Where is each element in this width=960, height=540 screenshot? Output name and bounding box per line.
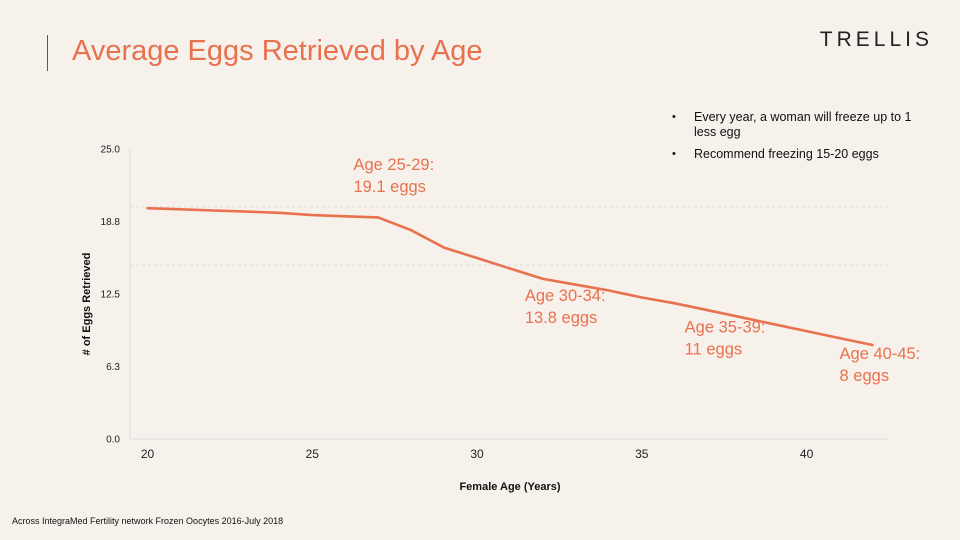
annotation-label-3: 8 eggs [840, 367, 890, 385]
x-tick-label: 40 [800, 447, 814, 461]
trellis-logo: TRELLIS [819, 28, 933, 51]
y-tick-label: 6.3 [106, 362, 120, 373]
source-footnote: Across IntegraMed Fertility network Froz… [12, 516, 284, 526]
slide-title: Average Eggs Retrieved by Age [72, 35, 483, 67]
y-tick-label: 18.8 [101, 217, 121, 228]
annotation-label-2: Age 35-39: [685, 318, 766, 336]
y-axis-title: # of Eggs Retrieved [81, 253, 93, 356]
x-tick-label: 20 [141, 447, 155, 461]
series-line-0 [146, 206, 874, 347]
x-axis-title: Female Age (Years) [459, 481, 560, 493]
annotation-label-2: 11 eggs [685, 340, 743, 358]
key-points-list: Every year, a woman will freeze up to 1 … [672, 110, 912, 169]
y-tick-label: 25.0 [101, 145, 121, 156]
x-tick-label: 35 [635, 447, 649, 461]
key-point-1: Every year, a woman will freeze up to 1 … [672, 110, 912, 140]
annotation-label-1: Age 30-34: [525, 287, 606, 305]
annotation-label-0: Age 25-29: [353, 156, 434, 174]
key-point-2: Recommend freezing 15-20 eggs [672, 147, 912, 162]
annotation-label-0: 19.1 eggs [353, 178, 425, 196]
annotation-label-1: 13.8 eggs [525, 309, 597, 327]
x-tick-label: 25 [306, 447, 320, 461]
y-tick-label: 0.0 [106, 435, 120, 446]
annotation-label-3: Age 40-45: [840, 345, 921, 363]
x-tick-label: 30 [470, 447, 484, 461]
y-tick-label: 12.5 [101, 290, 121, 301]
title-accent-bar [47, 35, 48, 71]
